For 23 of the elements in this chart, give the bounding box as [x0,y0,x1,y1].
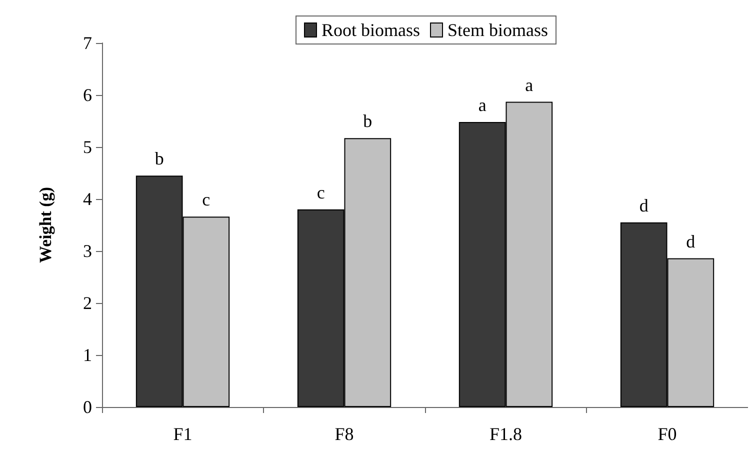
x-tick-label: F0 [658,424,677,444]
data-label: d [639,195,648,216]
y-axis-title: Weight (g) [36,186,55,264]
data-label: a [525,74,534,95]
data-label: d [686,231,696,252]
legend-label: Root biomass [322,20,420,40]
y-tick-label: 0 [83,397,92,417]
data-label: a [478,95,486,116]
y-tick-label: 1 [83,345,92,365]
x-tick-label: F8 [334,424,354,444]
y-tick-label: 6 [83,85,92,105]
legend-label: Stem biomass [448,20,548,40]
y-tick-label: 5 [83,137,92,157]
x-tick-label: F1 [173,424,192,444]
x-tick-label: F1.8 [489,424,522,444]
data-label: b [363,111,372,132]
y-tick-label: 4 [83,189,92,209]
y-tick-label: 2 [83,293,92,313]
y-tick-label: 7 [83,33,92,53]
y-tick-label: 3 [83,241,92,261]
data-label: b [154,148,164,169]
data-label: c [202,190,210,210]
data-label: c [316,182,325,202]
